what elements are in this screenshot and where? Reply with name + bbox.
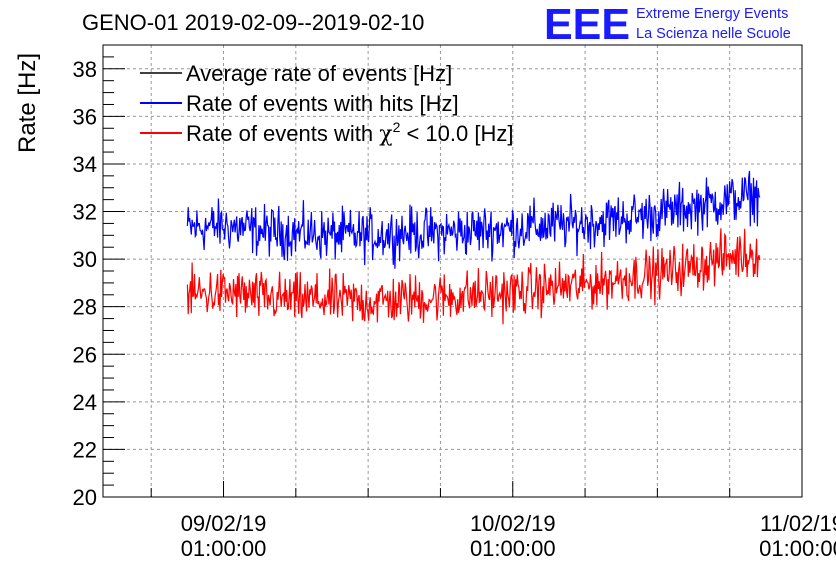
legend-label-hits: Rate of events with hits [Hz]	[186, 91, 459, 116]
series-line-1	[186, 170, 761, 269]
plot-frame	[102, 44, 803, 498]
legend-label-chi2: Rate of events with χ2 < 10.0 [Hz]	[186, 119, 513, 147]
axes: 2022242628303234363809/02/1901:00:0010/0…	[73, 44, 836, 561]
y-tick-label: 36	[73, 104, 97, 129]
legend: Average rate of events [Hz] Rate of even…	[140, 61, 513, 147]
y-tick-label: 32	[73, 200, 97, 225]
logo-mark: EEE	[544, 0, 630, 49]
y-axis-label: Rate [Hz]	[14, 53, 41, 153]
y-tick-label: 26	[73, 342, 97, 367]
x-tick-date: 10/02/19	[470, 511, 556, 536]
x-tick-time: 01:00:00	[759, 536, 836, 561]
x-tick-date: 09/02/19	[181, 511, 267, 536]
logo-line2: La Scienza nelle Scuole	[636, 26, 791, 42]
series-line-2	[186, 228, 761, 325]
y-tick-label: 24	[73, 390, 97, 415]
x-tick-date: 11/02/19	[760, 511, 836, 536]
y-tick-label: 28	[73, 295, 97, 320]
x-tick-time: 01:00:00	[181, 536, 267, 561]
y-tick-label: 20	[73, 485, 97, 510]
legend-label-average: Average rate of events [Hz]	[186, 61, 452, 86]
logo-line1: Extreme Energy Events	[636, 6, 788, 22]
series-layer	[186, 170, 761, 325]
x-tick-time: 01:00:00	[470, 536, 556, 561]
y-tick-label: 34	[73, 152, 97, 177]
y-tick-label: 30	[73, 247, 97, 272]
eee-logo: EEE Extreme Energy Events La Scienza nel…	[544, 0, 791, 49]
chart-title: GENO-01 2019-02-09--2019-02-10	[82, 10, 424, 35]
y-tick-label: 38	[73, 57, 97, 82]
y-tick-label: 22	[73, 437, 97, 462]
